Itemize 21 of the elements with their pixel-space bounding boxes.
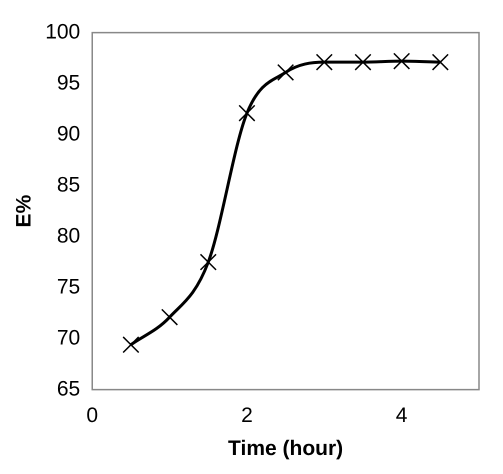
y-tick-label: 70 [56,326,80,350]
y-tick-label: 75 [56,275,80,298]
y-axis-title: E% [12,194,36,228]
y-tick-label: 95 [56,71,80,94]
y-tick-label: 85 [56,173,80,196]
point [200,254,217,271]
x-tick-label: 0 [86,404,98,427]
y-tick-label: 65 [56,377,80,400]
point [393,52,410,70]
x-tick-label: 2 [241,404,253,427]
point [316,54,333,71]
point [354,54,372,71]
point [238,104,256,122]
x-axis-title: Time (hour) [228,437,344,460]
y-tick-label: 80 [56,224,80,248]
point [432,54,449,71]
x-tick-label: 4 [396,404,408,427]
point [122,336,140,354]
y-tick-label: 100 [45,20,80,44]
y-tick-label: 90 [56,122,80,146]
point [277,64,294,81]
